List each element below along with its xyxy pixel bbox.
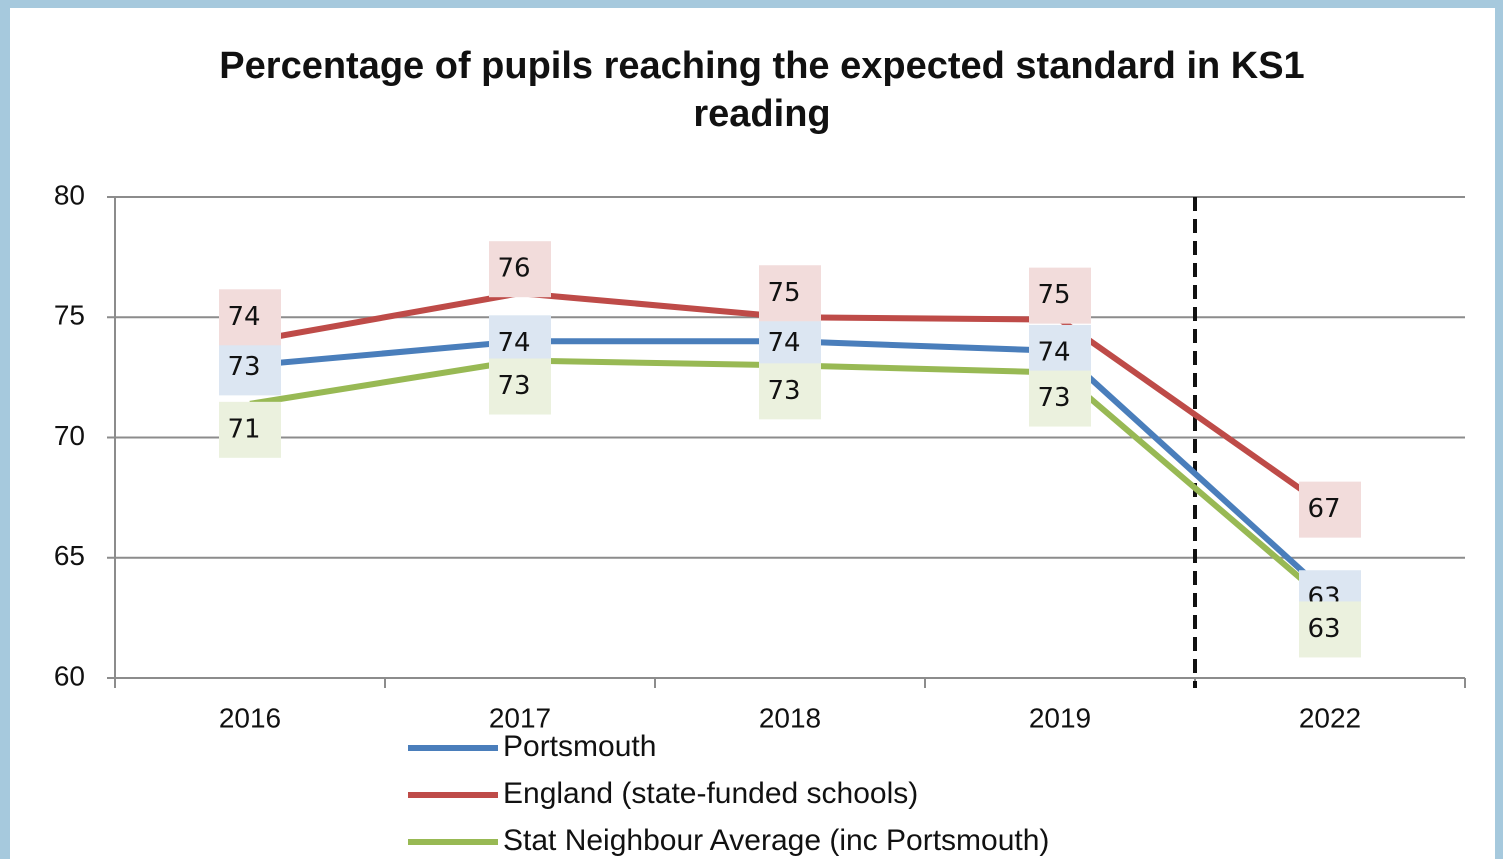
- x-tick-label: 2019: [1029, 702, 1091, 733]
- y-tick-label: 65: [54, 540, 85, 571]
- value-label: 74: [1037, 337, 1070, 367]
- value-label-bg: [759, 315, 821, 372]
- value-label-bg: [489, 358, 551, 415]
- chart-title: Percentage of pupils reaching the expect…: [219, 45, 1305, 135]
- value-label: 73: [1037, 383, 1070, 413]
- x-tick-label: 2016: [219, 702, 281, 733]
- y-tick-label: 75: [54, 300, 85, 331]
- value-label-bg: [759, 265, 821, 322]
- x-tick-label: 2017: [489, 702, 551, 733]
- value-label: 75: [1037, 280, 1070, 310]
- value-label-bg: [489, 241, 551, 298]
- y-tick-label: 80: [54, 179, 85, 210]
- value-label: 74: [227, 302, 260, 332]
- value-label: 63: [1307, 614, 1340, 644]
- value-label-bg: [219, 401, 281, 458]
- value-label: 74: [767, 328, 800, 358]
- value-label-bg: [219, 339, 281, 396]
- value-label: 71: [227, 414, 260, 444]
- y-tick-label: 60: [54, 660, 85, 691]
- x-tick-label: 2022: [1299, 702, 1361, 733]
- legend-label: England (state-funded schools): [503, 777, 918, 810]
- value-label: 73: [227, 352, 260, 382]
- value-label: 73: [497, 371, 530, 401]
- legend-label: Stat Neighbour Average (inc Portsmouth): [503, 824, 1049, 857]
- value-label: 75: [767, 278, 800, 308]
- value-label-bg: [219, 289, 281, 346]
- value-label: 76: [497, 254, 530, 284]
- value-label-bg: [1029, 370, 1091, 427]
- value-label: 73: [767, 376, 800, 406]
- value-label: 74: [497, 328, 530, 358]
- value-label-bg: [1299, 601, 1361, 658]
- x-tick-label: 2018: [759, 702, 821, 733]
- value-label-bg: [759, 363, 821, 420]
- y-tick-label: 70: [54, 420, 85, 451]
- value-label-bg: [1029, 267, 1091, 324]
- value-label: 67: [1307, 494, 1340, 524]
- legend-label: Portsmouth: [503, 730, 656, 763]
- value-label-bg: [1299, 481, 1361, 538]
